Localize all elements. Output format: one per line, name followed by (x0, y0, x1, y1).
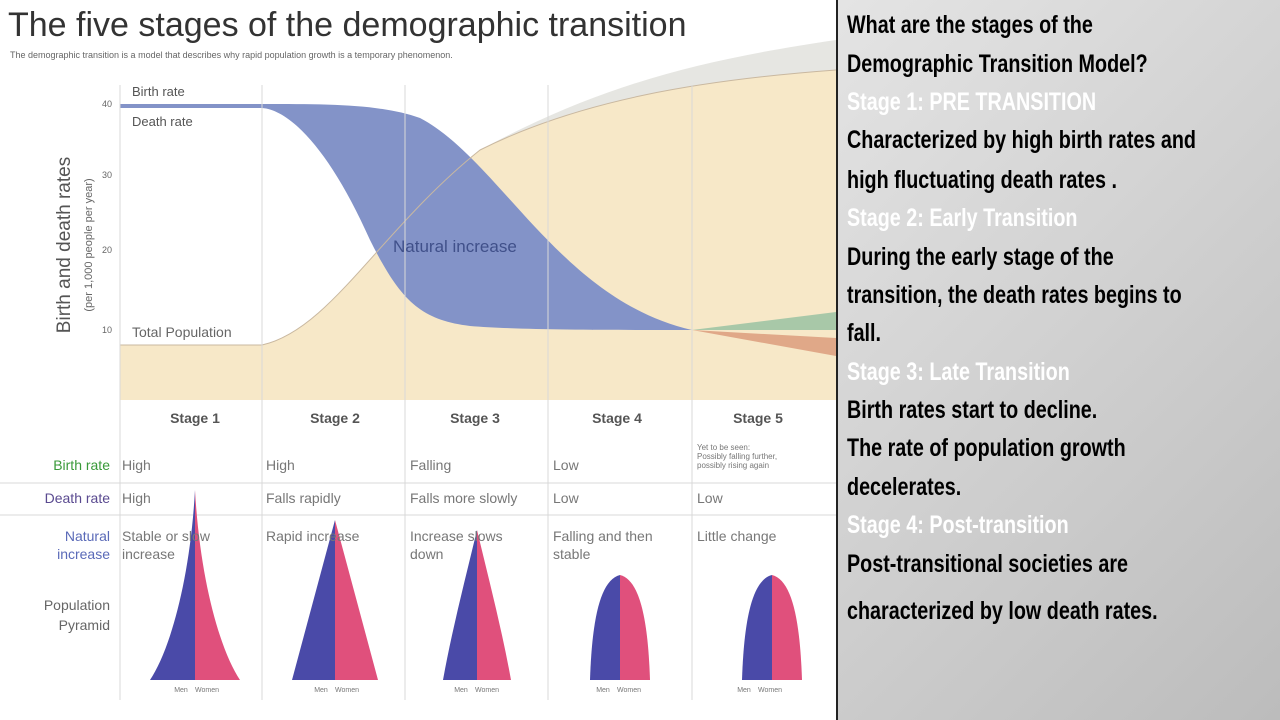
stage-label: Stage 2 (310, 410, 360, 426)
y-axis-label: Birth and death rates (54, 157, 75, 333)
table-cell: Stable or slow (122, 528, 211, 544)
future-area (480, 40, 836, 150)
y-tick-label: 10 (102, 325, 112, 335)
pyramid-legend: Women (617, 687, 641, 694)
row-label: increase (57, 546, 110, 562)
curve-label: Natural increase (393, 237, 517, 256)
table-cell: Increase slows (410, 528, 503, 544)
row-label: Natural (65, 528, 110, 544)
panel-line: fall. (847, 319, 882, 347)
stage-label: Stage 4 (592, 410, 642, 426)
figure: The five stages of the demographic trans… (0, 6, 836, 700)
y-tick-label: 30 (102, 170, 112, 180)
table-cell: Falling (410, 457, 451, 473)
pyramid-legend: Women (335, 687, 359, 694)
table-cell: Falls more slowly (410, 490, 517, 506)
table-cell: Little change (697, 528, 777, 544)
table-cell: Low (553, 457, 580, 473)
table-cell: Rapid increase (266, 528, 360, 544)
pyramid-legend: Men (737, 687, 751, 694)
panel-line: Stage 2: Early Transition (847, 204, 1078, 232)
row-label: Death rate (45, 490, 111, 506)
panel-line: high fluctuating death rates . (847, 166, 1117, 194)
table-cell: High (122, 457, 151, 473)
table-cell: down (410, 546, 443, 562)
table-cell: increase (122, 546, 175, 562)
panel-line: During the early stage of the (847, 243, 1114, 271)
stage-label: Stage 1 (170, 410, 220, 426)
stage-label: Stage 3 (450, 410, 500, 426)
pyramid-legend: Women (758, 687, 782, 694)
pyramid-legend: Men (174, 687, 188, 694)
panel-line: Stage 3: Late Transition (847, 358, 1070, 386)
table-cell: High (266, 457, 295, 473)
curve-label: Total Population (132, 324, 232, 340)
column-dividers (0, 85, 836, 700)
table-cell: possibly rising again (697, 461, 769, 470)
stage5-wedge (692, 312, 836, 330)
pyramid-legend: Men (596, 687, 610, 694)
table-cell: stable (553, 546, 591, 562)
figure-title: The five stages of the demographic trans… (8, 6, 687, 44)
figure-subtitle: The demographic transition is a model th… (10, 50, 453, 60)
table-cell: Low (553, 490, 580, 506)
table-cell: High (122, 490, 151, 506)
y-tick-label: 40 (102, 99, 112, 109)
pyramid-legend: Men (314, 687, 328, 694)
row-label: Population (44, 597, 110, 613)
pyramids (150, 490, 802, 680)
text-panel: What are the stages of the Demographic Tr… (836, 0, 1280, 720)
y-tick-label: 20 (102, 245, 112, 255)
panel-line: Characterized by high birth rates and (847, 126, 1196, 154)
panel-line: characterized by low death rates. (847, 597, 1158, 625)
panel-line: decelerates. (847, 473, 962, 501)
curve-label: Death rate (132, 114, 193, 129)
population-line (120, 69, 836, 346)
stage5-wedge (692, 330, 836, 356)
natural-increase-area (120, 104, 692, 330)
panel-line: Stage 4: Post-transition (847, 511, 1069, 539)
panel-line: Demographic Transition Model? (847, 50, 1148, 78)
pyramid-legend: Men (454, 687, 468, 694)
panel-line: transition, the death rates begins to (847, 281, 1182, 309)
pyramid-legend: Women (195, 687, 219, 694)
panel-line: What are the stages of the (847, 11, 1093, 39)
row-label: Pyramid (59, 617, 110, 633)
table-cell: Low (697, 490, 724, 506)
curve-label: Birth rate (132, 84, 185, 99)
panel-line: Birth rates start to decline. (847, 396, 1098, 424)
table-cell: Falling and then (553, 528, 653, 544)
panel-line: Post-transitional societies are (847, 550, 1128, 578)
row-label: Birth rate (53, 457, 110, 473)
panel-line: The rate of population growth (847, 434, 1126, 462)
table-cell: Yet to be seen: (697, 443, 750, 452)
table-cell: Falls rapidly (266, 490, 341, 506)
table-cell: Possibly falling further, (697, 452, 777, 461)
panel-line: Stage 1: PRE TRANSITION (847, 88, 1097, 116)
pyramid-legend: Women (475, 687, 499, 694)
stage-label: Stage 5 (733, 410, 783, 426)
y-axis-sublabel: (per 1,000 people per year) (83, 178, 95, 311)
